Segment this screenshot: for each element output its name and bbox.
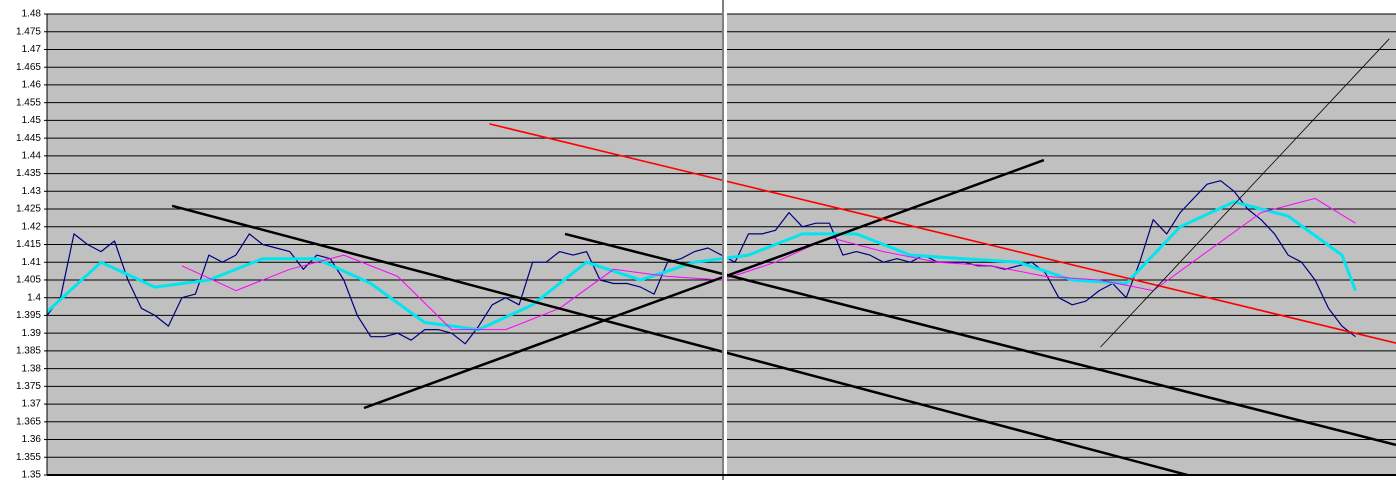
trendline bbox=[363, 158, 1045, 410]
y-tick-label: 1.435 bbox=[16, 168, 41, 179]
y-tick-label: 1.42 bbox=[22, 221, 42, 232]
trendline bbox=[564, 232, 1396, 447]
y-tick-label: 1.38 bbox=[22, 363, 42, 374]
y-tick-label: 1.465 bbox=[16, 62, 41, 73]
y-tick-label: 1.425 bbox=[16, 204, 41, 215]
y-tick-label: 1.36 bbox=[22, 434, 42, 445]
y-tick-label: 1.385 bbox=[16, 346, 41, 357]
y-tick-label: 1.45 bbox=[22, 115, 42, 126]
y-tick-label: 1.43 bbox=[22, 186, 42, 197]
y-tick-label: 1.41 bbox=[22, 257, 42, 268]
trendline bbox=[1100, 38, 1390, 348]
y-tick-label: 1.415 bbox=[16, 239, 41, 250]
y-tick-label: 1.4 bbox=[27, 292, 41, 303]
y-tick-label: 1.445 bbox=[16, 133, 41, 144]
series-line bbox=[47, 200, 1357, 332]
y-tick-label: 1.395 bbox=[16, 310, 41, 321]
y-tick-label: 1.475 bbox=[16, 26, 41, 37]
y-tick-label: 1.405 bbox=[16, 275, 41, 286]
trendline bbox=[171, 204, 1193, 475]
y-tick-label: 1.455 bbox=[16, 97, 41, 108]
y-tick-label: 1.39 bbox=[22, 328, 42, 339]
y-tick-label: 1.48 bbox=[22, 9, 42, 20]
y-tick-label: 1.37 bbox=[22, 399, 42, 410]
y-tick-label: 1.35 bbox=[22, 470, 42, 481]
grid bbox=[47, 13, 1396, 476]
marks bbox=[47, 38, 1396, 475]
trendline bbox=[489, 123, 1396, 344]
y-tick-label: 1.355 bbox=[16, 452, 41, 463]
y-tick-label: 1.46 bbox=[22, 80, 42, 91]
panel-divider bbox=[722, 0, 727, 490]
y-tick-label: 1.365 bbox=[16, 416, 41, 427]
series-line bbox=[181, 197, 1356, 331]
y-tick-label: 1.375 bbox=[16, 381, 41, 392]
series-line bbox=[47, 180, 1356, 345]
y-tick-label: 1.47 bbox=[22, 44, 42, 55]
y-tick-label: 1.44 bbox=[22, 150, 42, 161]
